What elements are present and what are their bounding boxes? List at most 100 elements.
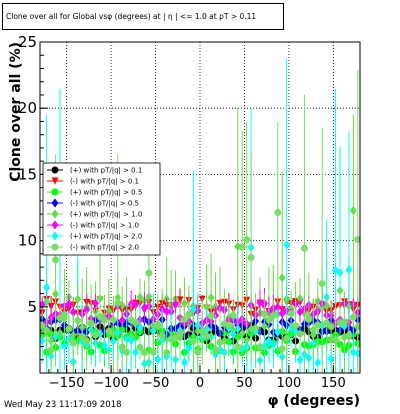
data-point xyxy=(189,304,197,314)
data-point xyxy=(92,331,100,339)
data-point xyxy=(345,332,353,340)
data-point xyxy=(136,323,144,333)
legend: (+) with pT/|q| > 0.1 (-) with pT/|q| > 0… xyxy=(42,162,161,256)
legend-marker xyxy=(51,177,59,185)
data-point xyxy=(123,348,131,356)
data-point xyxy=(154,322,162,330)
data-point xyxy=(269,340,277,350)
y-tick-label: 10 xyxy=(18,232,37,250)
data-point xyxy=(256,343,264,351)
data-point xyxy=(127,335,135,345)
data-point xyxy=(43,282,51,292)
data-point xyxy=(274,209,282,217)
data-point xyxy=(283,334,291,342)
data-point xyxy=(198,328,206,336)
data-point xyxy=(132,318,140,326)
x-tick-label: −150 xyxy=(49,376,85,391)
data-point xyxy=(234,343,242,351)
data-point xyxy=(78,333,86,341)
data-point xyxy=(87,319,95,327)
data-point xyxy=(60,311,68,319)
data-point xyxy=(296,355,304,365)
data-point xyxy=(340,318,348,326)
data-point xyxy=(212,346,220,354)
data-point xyxy=(207,312,215,320)
data-point xyxy=(65,299,73,309)
data-point xyxy=(354,315,360,325)
data-point xyxy=(238,243,246,251)
data-point xyxy=(100,316,108,324)
data-point xyxy=(176,330,184,338)
data-point xyxy=(283,240,291,250)
data-point xyxy=(189,337,197,345)
data-point xyxy=(345,265,353,275)
legend-label: (-) with pT/|q| > 2.0 xyxy=(70,244,139,252)
data-point xyxy=(256,298,264,308)
y-tick-label: 5 xyxy=(27,298,37,316)
data-point xyxy=(180,315,188,323)
data-point xyxy=(83,305,91,315)
data-point xyxy=(243,236,251,244)
data-point xyxy=(132,299,140,310)
data-point xyxy=(140,348,148,356)
data-point xyxy=(118,315,126,325)
data-point xyxy=(40,309,46,317)
data-point xyxy=(65,325,73,333)
data-point xyxy=(314,321,322,329)
legend-box xyxy=(42,162,161,256)
data-point xyxy=(349,313,357,321)
legend-marker xyxy=(51,198,59,208)
data-point xyxy=(43,327,51,335)
data-point xyxy=(40,322,46,330)
legend-label: (-) with pT/|q| > 0.5 xyxy=(70,200,139,208)
data-point xyxy=(278,345,286,353)
data-point xyxy=(172,299,180,309)
data-point xyxy=(47,346,55,354)
data-point xyxy=(247,253,255,261)
data-point xyxy=(69,339,77,347)
data-point xyxy=(92,298,100,308)
data-point xyxy=(354,235,360,243)
data-point xyxy=(274,302,282,312)
x-tick-label: 150 xyxy=(321,376,346,391)
data-point xyxy=(185,343,193,353)
data-point xyxy=(292,322,300,330)
data-point xyxy=(229,329,237,339)
chart-title: Clone over all for Global vsφ (degrees) … xyxy=(6,12,257,21)
x-tick-label: −50 xyxy=(142,376,169,391)
legend-label: (+) with pT/|q| > 0.1 xyxy=(70,167,142,175)
data-point xyxy=(296,293,304,304)
data-point xyxy=(327,323,335,331)
data-point xyxy=(105,327,113,335)
legend-marker xyxy=(51,209,59,219)
y-tick-label: 25 xyxy=(18,33,37,51)
data-point xyxy=(180,298,188,309)
data-layer xyxy=(40,59,360,373)
x-axis-label: φ (degrees) xyxy=(268,393,360,409)
data-point xyxy=(349,347,357,357)
x-tick-label: 100 xyxy=(276,376,301,391)
y-axis-label: Clone over all (%) xyxy=(8,42,24,182)
data-point xyxy=(203,302,211,312)
legend-marker xyxy=(51,166,59,174)
data-point xyxy=(118,343,126,351)
data-point xyxy=(260,310,268,318)
data-point xyxy=(234,242,242,252)
data-point xyxy=(354,322,360,332)
data-point xyxy=(114,299,122,307)
data-point xyxy=(252,324,260,332)
data-point xyxy=(203,332,211,340)
data-point xyxy=(109,316,117,324)
data-point xyxy=(327,354,335,364)
data-point xyxy=(123,334,131,344)
legend-marker xyxy=(51,231,59,241)
data-point xyxy=(136,343,144,351)
data-point xyxy=(318,280,326,288)
data-point xyxy=(69,307,77,317)
data-point xyxy=(305,315,313,323)
data-point xyxy=(100,340,108,350)
data-point xyxy=(349,206,357,216)
data-point xyxy=(140,303,148,313)
data-point xyxy=(136,292,144,302)
